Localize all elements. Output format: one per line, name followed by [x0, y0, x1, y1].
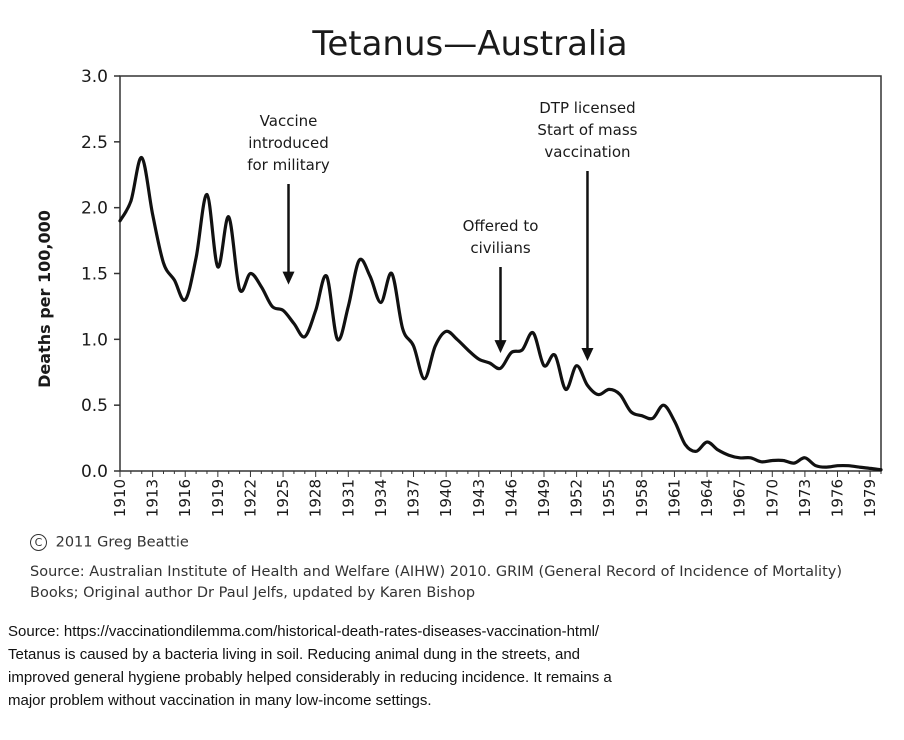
caption-line-2: Tetanus is caused by a bacteria living i… [8, 646, 580, 663]
x-tick-label: 1940 [437, 479, 455, 517]
copyright-notice: C 2011 Greg Beattie [30, 534, 189, 551]
x-tick-label: 1922 [241, 479, 259, 517]
x-tick-label: 1946 [502, 479, 520, 517]
x-axis-ticks: 1910 1913 1916 1919 1922 1925 1928 1931 1934 1937… [111, 471, 882, 517]
x-tick-label: 1958 [633, 479, 651, 517]
copyright-icon: C [30, 534, 47, 551]
x-tick-label: 1952 [568, 479, 586, 517]
annotation-arrow-head [282, 271, 295, 285]
annotation-text: introduced [248, 134, 329, 152]
annotation-2: Offered to civilians [463, 217, 539, 354]
caption: Source: https://vaccinationdilemma.com/h… [8, 620, 898, 712]
annotation-text: for military [247, 156, 330, 174]
x-tick-label: 1925 [274, 479, 292, 517]
caption-line-3: improved general hygiene probably helped… [8, 669, 612, 686]
x-tick-label: 1970 [763, 479, 781, 517]
annotation-3: DTP licensed Start of mass vaccination [537, 99, 638, 362]
annotation-arrow-head [494, 340, 507, 354]
annotation-arrow-head [581, 348, 594, 362]
y-tick-label: 2.0 [81, 199, 108, 219]
x-tick-label: 1973 [796, 479, 814, 517]
y-tick-label: 2.5 [81, 133, 108, 153]
caption-line-1: Source: https://vaccinationdilemma.com/h… [8, 623, 600, 640]
annotation-text: vaccination [544, 143, 630, 161]
x-tick-label: 1928 [307, 479, 325, 517]
annotation-1: Vaccine introduced for military [247, 112, 330, 285]
y-tick-label: 0.5 [81, 396, 108, 416]
y-tick-label: 1.5 [81, 265, 108, 285]
x-tick-label: 1934 [372, 479, 390, 517]
x-tick-label: 1964 [698, 479, 716, 517]
x-tick-label: 1916 [176, 479, 194, 517]
x-tick-label: 1961 [665, 479, 683, 517]
y-tick-label: 3.0 [81, 67, 108, 87]
y-tick-label: 0.0 [81, 462, 108, 482]
chart-title: Tetanus—Australia [311, 24, 627, 64]
x-tick-label: 1955 [600, 479, 618, 517]
annotation-text: Vaccine [260, 112, 318, 130]
x-tick-label: 1967 [731, 479, 749, 517]
x-tick-label: 1949 [535, 479, 553, 517]
x-tick-label: 1910 [111, 479, 129, 517]
annotation-text: Start of mass [537, 121, 637, 139]
x-tick-label: 1931 [339, 479, 357, 517]
x-tick-label: 1943 [470, 479, 488, 517]
annotations: Vaccine introduced for military Offered to c… [247, 99, 638, 362]
series-line-tetanus [118, 155, 883, 472]
x-tick-label: 1913 [144, 479, 162, 517]
copyright-text: 2011 Greg Beattie [55, 534, 189, 551]
x-tick-label: 1919 [209, 479, 227, 517]
chart-source-text: Source: Australian Institute of Health a… [30, 564, 843, 601]
caption-line-4: major problem without vaccination in man… [8, 692, 432, 709]
x-tick-label: 1979 [861, 479, 879, 517]
annotation-text: Offered to [463, 217, 539, 235]
x-tick-label: 1976 [829, 479, 847, 517]
y-tick-label: 1.0 [81, 330, 108, 350]
y-axis-ticks: 0.0 0.5 1.0 1.5 2.0 2.5 3.0 [81, 67, 120, 482]
annotation-text: DTP licensed [539, 99, 635, 117]
tetanus-chart: Tetanus—Australia Deaths per 100,000 0.0… [35, 24, 883, 517]
y-axis-label: Deaths per 100,000 [35, 210, 54, 388]
x-tick-label: 1937 [405, 479, 423, 517]
annotation-text: civilians [470, 239, 530, 257]
